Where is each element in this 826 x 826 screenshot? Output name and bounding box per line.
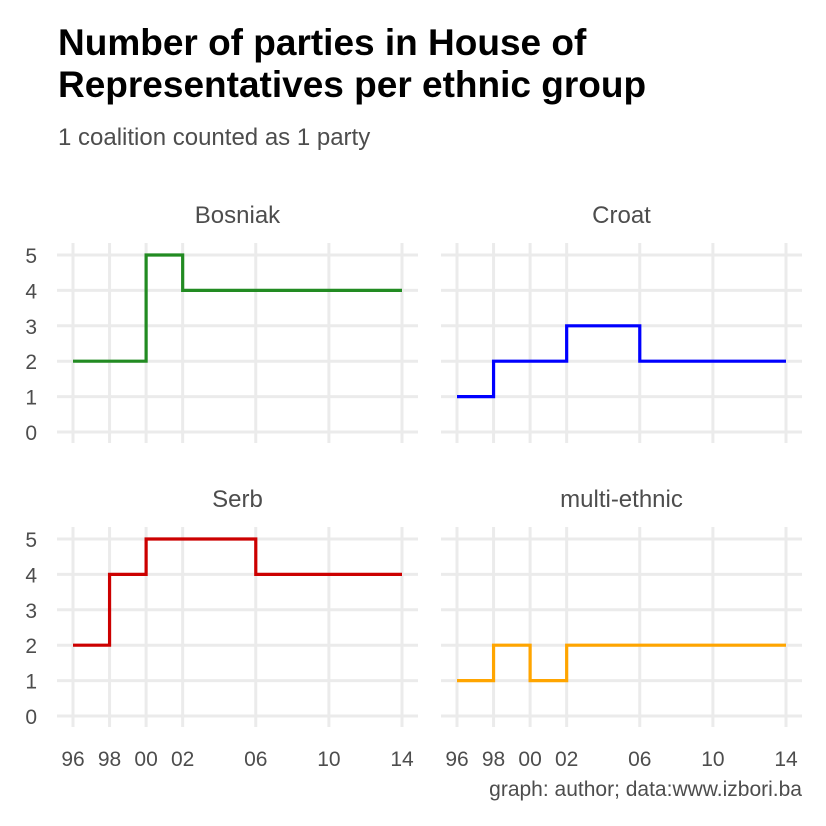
panel-serb: Serb 0 1 2 3 4 5 96 98 00 02 06 10 14	[25, 486, 418, 771]
x-tick-label: 02	[171, 748, 194, 771]
chart-title: Number of parties in House of Representa…	[58, 22, 647, 105]
facet-label: Croat	[592, 202, 651, 229]
panel-croat: Croat	[441, 202, 802, 443]
facet-label: Serb	[212, 486, 263, 513]
series-line-croat	[457, 324, 786, 399]
chart-caption: graph: author; data:www.izbori.ba	[489, 778, 802, 801]
y-tick-label: 3	[25, 600, 37, 623]
series-line-bosniak	[73, 253, 402, 363]
chart-subtitle: 1 coalition counted as 1 party	[58, 124, 371, 151]
series-line-serb	[73, 537, 402, 647]
y-tick-label: 4	[25, 280, 37, 303]
y-tick-label: 1	[25, 671, 37, 694]
y-tick-label: 5	[25, 245, 37, 268]
panel-multi-ethnic: multi-ethnic 96 98 00 02 06 10 14	[441, 486, 802, 771]
x-tick-label: 96	[61, 748, 84, 771]
y-tick-label: 2	[25, 635, 37, 658]
facet-label: Bosniak	[195, 202, 281, 229]
x-tick-label: 98	[98, 748, 121, 771]
x-tick-label: 06	[244, 748, 267, 771]
x-tick-label: 00	[518, 748, 541, 771]
panel-bosniak: Bosniak 0 1 2 3 4 5	[25, 202, 418, 445]
y-tick-label: 1	[25, 387, 37, 410]
x-tick-label: 14	[390, 748, 414, 771]
x-tick-label: 02	[555, 748, 578, 771]
y-tick-label: 2	[25, 351, 37, 374]
x-tick-label: 98	[482, 748, 505, 771]
x-tick-label: 10	[701, 748, 724, 771]
y-tick-label: 5	[25, 529, 37, 552]
y-tick-label: 0	[25, 706, 37, 729]
x-tick-label: 96	[445, 748, 468, 771]
x-tick-label: 00	[134, 748, 157, 771]
y-tick-label: 4	[25, 564, 37, 587]
x-tick-label: 06	[628, 748, 651, 771]
y-tick-label: 0	[25, 422, 37, 445]
series-line-multi-ethnic	[457, 643, 786, 683]
y-tick-label: 3	[25, 316, 37, 339]
x-tick-label: 14	[774, 748, 798, 771]
x-tick-label: 10	[317, 748, 340, 771]
facet-label: multi-ethnic	[560, 486, 683, 513]
